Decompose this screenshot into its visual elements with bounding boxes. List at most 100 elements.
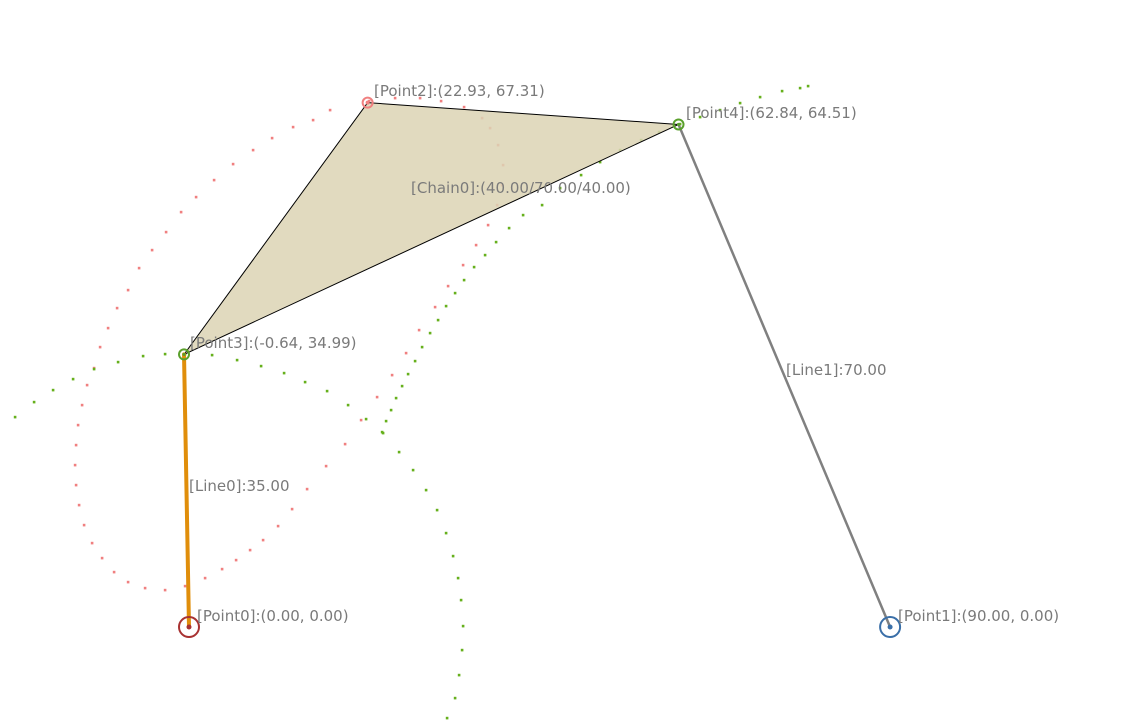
point2-trajectory-dot: [80, 403, 84, 407]
point3-trajectory-dot: [116, 360, 120, 364]
point3-trajectory-dot: [424, 488, 428, 492]
point4-trajectory-dot: [579, 173, 583, 177]
point2-trajectory-dot: [164, 230, 168, 234]
point0-ground-center[interactable]: [186, 624, 192, 630]
point4-trajectory-dot: [507, 226, 511, 230]
point4-trajectory-dot: [406, 372, 410, 376]
point3-trajectory-dot: [282, 371, 286, 375]
point2-trajectory-dot: [390, 373, 394, 377]
point4-label: [Point4]:(62.84, 64.51): [686, 104, 857, 122]
point4-trajectory-dot: [738, 101, 742, 105]
point2-trajectory-dot: [76, 423, 80, 427]
point4-trajectory-dot: [428, 331, 432, 335]
point2-marker[interactable]: [361, 96, 374, 109]
point4-trajectory-dot: [436, 318, 440, 322]
point2-trajectory-dot: [73, 463, 77, 467]
point2-trajectory-dot: [367, 99, 371, 103]
point2-trajectory-dot: [474, 243, 478, 247]
chain-layer: [182, 102, 679, 356]
point4-center[interactable]: [676, 122, 681, 127]
point2-trajectory-dot: [100, 556, 104, 560]
point2-trajectory-dot: [462, 105, 466, 109]
chain0-label: [Chain0]:(40.00/70.00/40.00): [411, 179, 631, 197]
point4-trajectory-dot: [384, 419, 388, 423]
point2-trajectory-dot: [291, 125, 295, 129]
point4-trajectory-dot: [806, 84, 810, 88]
point3-trajectory-dot: [51, 388, 55, 392]
point4-trajectory-dot: [678, 122, 682, 126]
point2-trajectory-dot: [234, 558, 238, 562]
point2-trajectory-dot: [220, 567, 224, 571]
point4-trajectory-dot: [380, 430, 384, 434]
point2-trajectory-dot: [251, 148, 255, 152]
point2-trajectory-dot: [85, 383, 89, 387]
point2-trajectory-dot: [359, 418, 363, 422]
point3-trajectory-dot: [13, 415, 17, 419]
point2-trajectory-dot: [112, 570, 116, 574]
line1-label: [Line1]:70.00: [786, 361, 887, 379]
line1-link[interactable]: [677, 123, 892, 629]
point4-trajectory-dot: [420, 345, 424, 349]
point3-trajectory-dot: [92, 367, 96, 371]
point4-trajectory-dot: [598, 160, 602, 164]
point1-label: [Point1]:(90.00, 0.00): [898, 607, 1059, 625]
point4-trajectory-dot: [780, 89, 784, 93]
point2-trajectory-dot: [375, 395, 379, 399]
point3-center[interactable]: [182, 352, 186, 357]
line0-label: [Line0]:35.00: [189, 477, 290, 495]
point4-trajectory-dot: [462, 278, 466, 282]
point4-trajectory-dot: [483, 253, 487, 257]
point2-trajectory-dot: [433, 305, 437, 309]
point3-trajectory-dot: [32, 400, 36, 404]
point3-label: [Point3]:(-0.64, 34.99): [190, 334, 357, 352]
point2-center[interactable]: [365, 100, 370, 105]
point2-trajectory-dot: [183, 584, 187, 588]
chain0-triangle[interactable]: [182, 102, 679, 356]
point4-trajectory-dot: [400, 384, 404, 388]
point3-trajectory-dot: [364, 417, 368, 421]
point2-trajectory-dot: [82, 523, 86, 527]
point3-trajectory-dot: [259, 364, 263, 368]
point3-trajectory-dot: [457, 673, 461, 677]
point2-trajectory-dot: [74, 483, 78, 487]
point4-trajectory-dot: [540, 203, 544, 207]
point4-trajectory-dot: [558, 186, 562, 190]
point2-trajectory-dot: [393, 96, 397, 100]
point4-trajectory-dot: [472, 265, 476, 269]
point2-trajectory-dot: [276, 524, 280, 528]
point3-trajectory-dot: [444, 531, 448, 535]
point1-ground-center[interactable]: [887, 624, 893, 630]
point3-trajectory-dot: [460, 648, 464, 652]
point2-trajectory-dot: [417, 328, 421, 332]
point2-trajectory-dot: [203, 576, 207, 580]
point2-trajectory-dot: [194, 195, 198, 199]
point3-marker[interactable]: [178, 348, 191, 361]
point2-trajectory-dot: [77, 503, 81, 507]
point2-trajectory-dot: [311, 118, 315, 122]
point3-trajectory-dot: [456, 576, 460, 580]
point2-trajectory-dot: [150, 248, 154, 252]
point0-ground-marker[interactable]: [178, 616, 200, 638]
point3-trajectory-dot: [451, 554, 455, 558]
point2-trajectory-dot: [328, 108, 332, 112]
point2-trajectory-dot: [418, 96, 422, 100]
point2-trajectory-dot: [137, 266, 141, 270]
point2-trajectory-dot: [106, 326, 110, 330]
point2-trajectory-dot: [126, 580, 130, 584]
point1-ground-marker[interactable]: [879, 616, 902, 638]
points-layer: [178, 96, 902, 638]
point0-label: [Point0]:(0.00, 0.00): [197, 607, 349, 625]
point3-trajectory-dot: [453, 696, 457, 700]
point3-trajectory-dot: [445, 716, 449, 720]
line0-link[interactable]: [182, 352, 191, 629]
point2-trajectory-dot: [270, 136, 274, 140]
point4-trajectory-dot: [413, 359, 417, 363]
point2-trajectory-dot: [143, 586, 147, 590]
point2-trajectory-dot: [231, 162, 235, 166]
point4-marker[interactable]: [672, 118, 685, 131]
point2-trajectory-dot: [446, 284, 450, 288]
point2-trajectory-dot: [74, 443, 78, 447]
links-layer: [182, 123, 892, 629]
point4-trajectory-dot: [698, 115, 702, 119]
